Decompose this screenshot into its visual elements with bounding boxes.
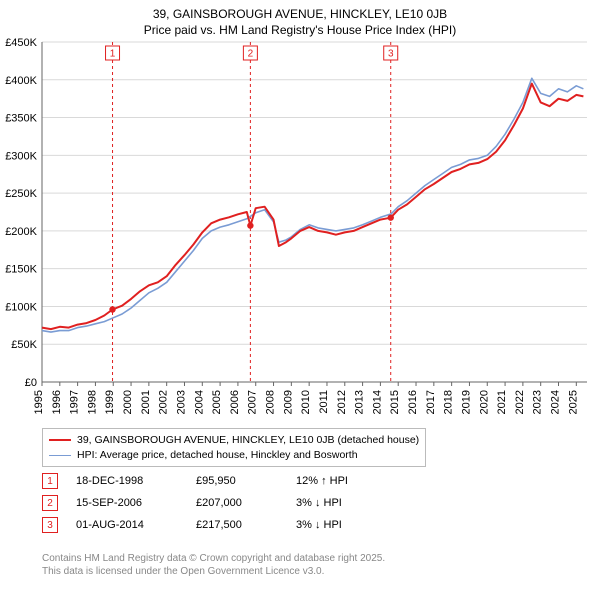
- transaction-price: £217,500: [196, 519, 296, 531]
- y-tick-label: £100K: [5, 301, 37, 313]
- transaction-date: 01-AUG-2014: [76, 519, 196, 531]
- series-hpi: [42, 78, 583, 332]
- marker-number: 2: [248, 49, 254, 60]
- transaction-row: 2 15-SEP-2006£207,0003% ↓ HPI: [42, 492, 406, 514]
- x-tick-label: 2008: [265, 390, 277, 414]
- y-tick-label: £350K: [5, 113, 37, 125]
- price-chart: £0 £50K £100K £150K £200K £250K £300K £350K £400…: [0, 0, 600, 430]
- transaction-marker: 1: [42, 473, 58, 489]
- x-tick-label: 1995: [33, 390, 45, 414]
- transactions-table: 1 18-DEC-1998£95,95012% ↑ HPI 2 15-SEP-2006…: [42, 470, 406, 536]
- x-tick-label: 2011: [318, 390, 330, 414]
- x-tick-label: 2013: [354, 390, 366, 414]
- legend-label: HPI: Average price, detached house, Hinc…: [77, 448, 358, 463]
- transaction-row: 1 18-DEC-1998£95,95012% ↑ HPI: [42, 470, 406, 492]
- marker-dot: [109, 306, 115, 312]
- x-tick-label: 2005: [211, 390, 223, 414]
- y-tick-label: £0: [25, 377, 37, 389]
- y-tick-label: £150K: [5, 264, 37, 276]
- legend: 39, GAINSBOROUGH AVENUE, HINCKLEY, LE10 …: [42, 428, 426, 467]
- x-tick-label: 2012: [336, 390, 348, 414]
- marker-number: 1: [110, 49, 116, 60]
- x-tick-label: 2017: [425, 390, 437, 414]
- y-tick-label: £200K: [5, 226, 37, 238]
- x-tick-label: 2000: [122, 390, 134, 414]
- x-tick-label: 2014: [371, 390, 383, 414]
- x-tick-label: 1996: [51, 390, 63, 414]
- x-tick-label: 2025: [567, 390, 579, 414]
- x-tick-label: 2007: [247, 390, 259, 414]
- x-tick-label: 2019: [460, 390, 472, 414]
- transaction-date: 18-DEC-1998: [76, 475, 196, 487]
- x-tick-label: 2015: [389, 390, 401, 414]
- transaction-price: £95,950: [196, 475, 296, 487]
- legend-swatch: [49, 439, 71, 441]
- x-tick-label: 1997: [69, 390, 81, 414]
- transaction-row: 3 01-AUG-2014£217,5003% ↓ HPI: [42, 514, 406, 536]
- footnote-line-1: Contains HM Land Registry data © Crown c…: [42, 552, 385, 565]
- x-tick-label: 2021: [496, 390, 508, 414]
- transaction-date: 15-SEP-2006: [76, 497, 196, 509]
- legend-row: HPI: Average price, detached house, Hinc…: [49, 448, 419, 463]
- footnote-line-2: This data is licensed under the Open Gov…: [42, 565, 385, 578]
- transaction-marker: 2: [42, 495, 58, 511]
- footnote: Contains HM Land Registry data © Crown c…: [42, 552, 385, 578]
- x-tick-label: 2003: [175, 390, 187, 414]
- x-tick-label: 2002: [158, 390, 170, 414]
- legend-label: 39, GAINSBOROUGH AVENUE, HINCKLEY, LE10 …: [77, 433, 419, 448]
- x-tick-label: 2006: [229, 390, 241, 414]
- transaction-diff: 3% ↓ HPI: [296, 519, 406, 531]
- x-tick-label: 2018: [443, 390, 455, 414]
- transaction-marker: 3: [42, 517, 58, 533]
- transaction-diff: 12% ↑ HPI: [296, 475, 406, 487]
- marker-dot: [388, 214, 394, 220]
- transaction-diff: 3% ↓ HPI: [296, 497, 406, 509]
- x-tick-label: 2020: [478, 390, 490, 414]
- y-tick-label: £450K: [5, 37, 37, 49]
- y-tick-label: £250K: [5, 188, 37, 200]
- x-tick-label: 1998: [86, 390, 98, 414]
- series-property: [42, 84, 583, 330]
- x-tick-label: 2023: [532, 390, 544, 414]
- x-tick-label: 2010: [300, 390, 312, 414]
- x-tick-label: 2022: [514, 390, 526, 414]
- marker-dot: [247, 222, 253, 228]
- marker-number: 3: [388, 49, 394, 60]
- x-tick-label: 2004: [193, 390, 205, 414]
- x-tick-label: 2009: [282, 390, 294, 414]
- legend-row: 39, GAINSBOROUGH AVENUE, HINCKLEY, LE10 …: [49, 433, 419, 448]
- x-tick-label: 1999: [104, 390, 116, 414]
- legend-swatch: [49, 455, 71, 456]
- x-tick-label: 2001: [140, 390, 152, 414]
- x-tick-label: 2024: [550, 390, 562, 414]
- y-tick-label: £50K: [11, 339, 37, 351]
- y-tick-label: £400K: [5, 75, 37, 87]
- y-tick-label: £300K: [5, 150, 37, 162]
- transaction-price: £207,000: [196, 497, 296, 509]
- x-tick-label: 2016: [407, 390, 419, 414]
